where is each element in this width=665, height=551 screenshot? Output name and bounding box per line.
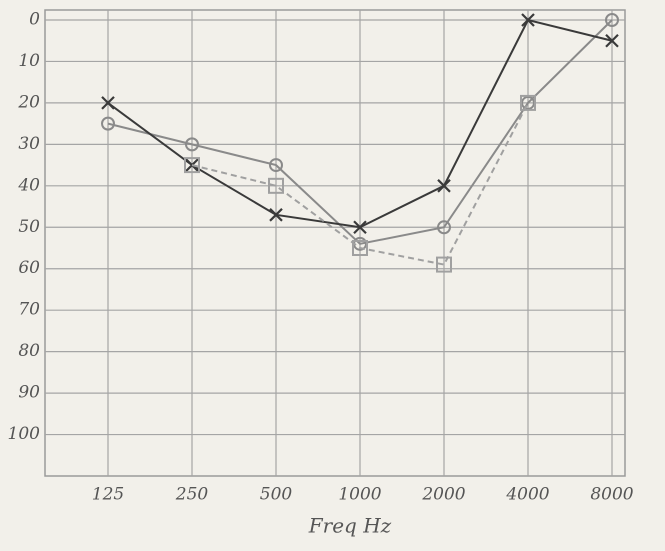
marker-square bbox=[436, 256, 452, 273]
marker-x bbox=[437, 179, 451, 193]
x-tick-label: 2000 bbox=[421, 485, 465, 505]
x-tick-label: 8000 bbox=[590, 485, 633, 505]
series-line bbox=[107, 19, 613, 245]
y-tick-label: 90 bbox=[18, 383, 40, 403]
marker-circle bbox=[437, 220, 451, 235]
marker-x bbox=[353, 220, 367, 235]
y-tick-label: 40 bbox=[17, 175, 40, 195]
x-tick-label: 1000 bbox=[338, 485, 381, 505]
marker-circle bbox=[269, 158, 283, 173]
y-tick-label: 50 bbox=[18, 217, 40, 237]
marker-square bbox=[184, 157, 200, 174]
x-axis-label: Freq Hz bbox=[308, 514, 392, 538]
marker-circle bbox=[185, 137, 199, 152]
y-tick-label: 80 bbox=[18, 341, 40, 361]
y-tick-label: 70 bbox=[18, 300, 40, 320]
marker-square bbox=[268, 177, 284, 194]
marker-square bbox=[520, 94, 536, 111]
y-tick-label: 10 bbox=[18, 51, 40, 71]
x-tick-label: 4000 bbox=[505, 485, 549, 505]
marker-x bbox=[605, 33, 619, 48]
marker-circle bbox=[605, 13, 619, 27]
marker-x bbox=[101, 96, 115, 110]
marker-circle bbox=[101, 116, 115, 131]
marker-square bbox=[352, 240, 368, 256]
x-tick-label: 250 bbox=[175, 485, 209, 505]
marker-x bbox=[521, 13, 535, 27]
y-tick-label: 100 bbox=[8, 424, 41, 444]
plot-frame bbox=[44, 9, 626, 477]
series-line bbox=[191, 102, 529, 266]
marker-x bbox=[269, 208, 283, 222]
x-tick-label: 125 bbox=[92, 485, 124, 505]
y-tick-label: 20 bbox=[17, 92, 40, 112]
y-tick-label: 60 bbox=[18, 258, 40, 278]
y-tick-label: 30 bbox=[18, 134, 40, 154]
y-tick-label: 0 bbox=[29, 10, 40, 30]
x-tick-label: 500 bbox=[260, 485, 293, 505]
